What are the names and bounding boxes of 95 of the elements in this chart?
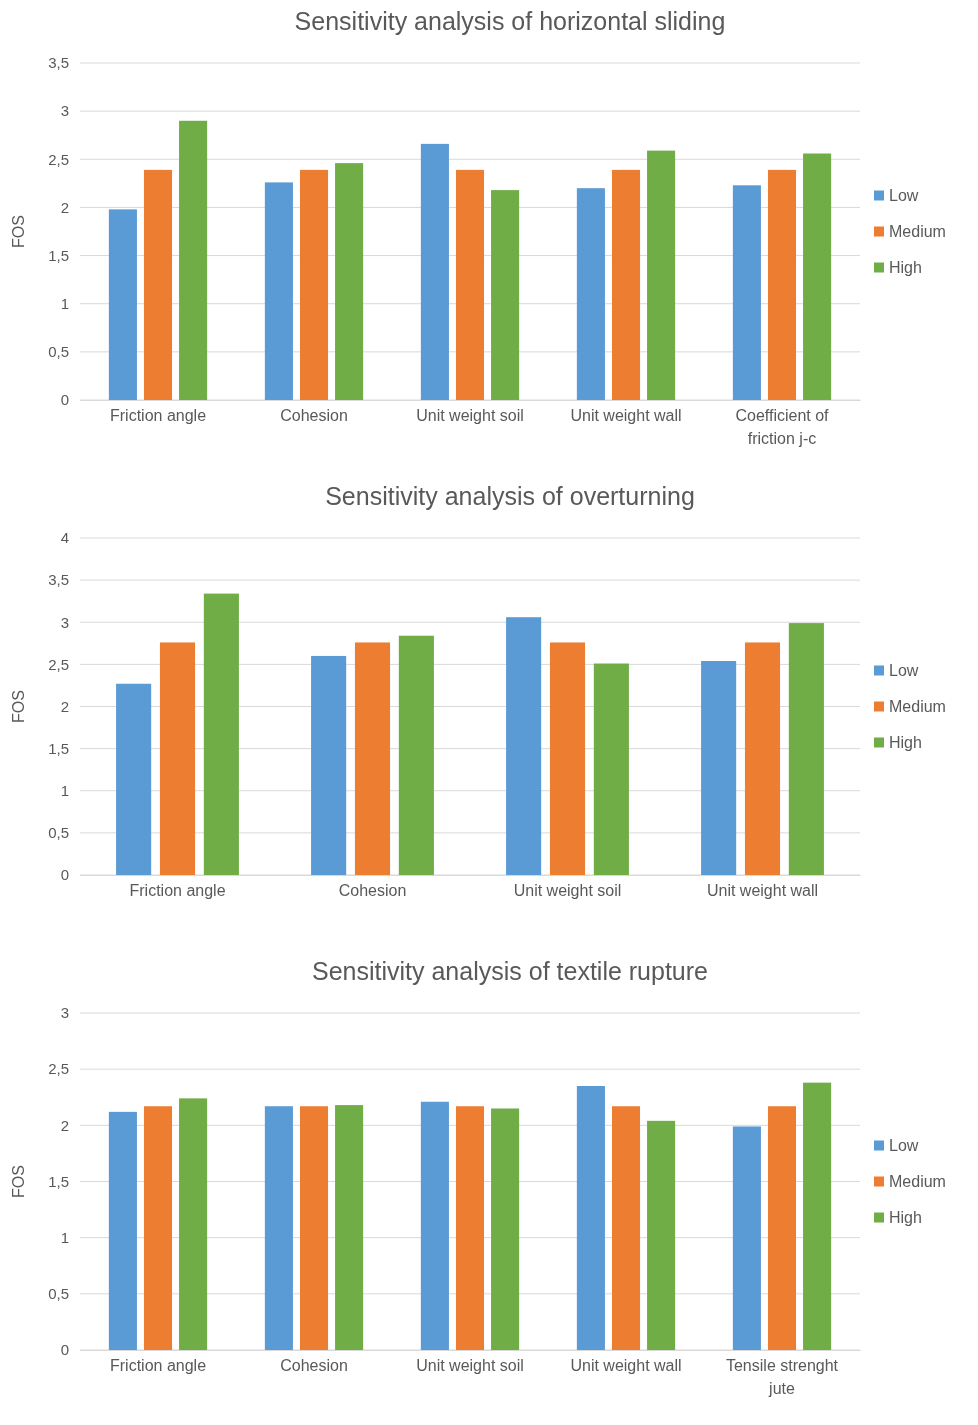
y-tick-label: 4 xyxy=(60,529,69,547)
x-tick-label: Unit weight wall xyxy=(570,1357,682,1375)
bar xyxy=(647,150,676,400)
y-tick-label: 1,5 xyxy=(48,1172,69,1190)
x-tick-label: Friction angle xyxy=(109,1357,207,1375)
y-axis-title: FOS xyxy=(10,690,27,723)
bar xyxy=(264,1106,293,1350)
bar xyxy=(549,642,586,875)
y-tick-label: 2 xyxy=(60,697,69,715)
bar xyxy=(647,1120,676,1350)
bar xyxy=(116,683,152,875)
bar xyxy=(143,169,173,400)
y-tick-label: 0 xyxy=(60,1341,69,1359)
x-tick-label: Friction angle xyxy=(109,407,207,425)
bar xyxy=(744,642,781,875)
bar xyxy=(701,661,737,875)
bar xyxy=(506,617,542,875)
bar xyxy=(455,169,485,400)
bar xyxy=(576,188,605,400)
bar xyxy=(143,1106,173,1350)
y-tick-label: 1 xyxy=(60,782,69,800)
bar xyxy=(593,663,629,875)
bar xyxy=(335,1105,364,1350)
bar xyxy=(203,593,239,875)
bar xyxy=(576,1086,605,1350)
y-tick-label: 0,5 xyxy=(48,1285,69,1303)
bar xyxy=(420,1101,449,1350)
bar xyxy=(611,1106,641,1350)
bar xyxy=(788,623,824,875)
y-tick-label: 3 xyxy=(60,102,69,120)
y-tick-label: 0 xyxy=(60,391,69,409)
bar xyxy=(767,1106,797,1350)
y-axis-title: FOS xyxy=(10,1165,27,1198)
x-tick-label: Cohesion xyxy=(338,882,407,900)
x-tick-label: Coefficient of friction j-c xyxy=(735,407,830,447)
y-axis-title: FOS xyxy=(10,215,27,248)
x-tick-label: Tensile strenght jute xyxy=(725,1357,839,1397)
legend-label: Low xyxy=(889,1137,919,1155)
bar xyxy=(420,143,449,400)
bar xyxy=(491,190,520,400)
bar xyxy=(108,1111,137,1350)
legend-label: Medium xyxy=(889,698,946,716)
y-tick-label: 3,5 xyxy=(48,571,69,589)
bar xyxy=(299,1106,329,1350)
x-tick-label: Unit weight wall xyxy=(706,882,819,900)
bar xyxy=(732,1126,761,1350)
x-tick-label: Cohesion xyxy=(280,407,348,425)
bar xyxy=(311,655,347,875)
chart-title: Sensitivity analysis of textile rupture xyxy=(311,957,709,985)
bar xyxy=(179,120,208,400)
bar xyxy=(354,642,391,875)
chart-title: Sensitivity analysis of horizontal sliding xyxy=(294,7,726,35)
x-tick-label: Unit weight soil xyxy=(416,407,524,425)
bar xyxy=(108,209,137,400)
bar xyxy=(264,182,293,400)
bar xyxy=(732,185,761,400)
y-tick-label: 3 xyxy=(60,1004,69,1022)
x-tick-label: Unit weight soil xyxy=(416,1357,524,1375)
bar xyxy=(159,642,196,875)
y-tick-label: 1 xyxy=(60,295,69,313)
bar xyxy=(803,153,832,400)
bar xyxy=(611,169,641,400)
y-tick-label: 2,5 xyxy=(48,655,69,673)
bar xyxy=(398,635,434,875)
legend-label: Low xyxy=(889,187,919,205)
bar xyxy=(803,1082,832,1350)
legend-label: Medium xyxy=(889,223,946,241)
y-tick-label: 0,5 xyxy=(48,343,69,361)
y-tick-label: 2,5 xyxy=(48,1060,69,1078)
y-tick-label: 3,5 xyxy=(48,54,69,72)
y-tick-label: 2,5 xyxy=(48,150,69,168)
legend-label: High xyxy=(889,734,922,752)
x-tick-label: Unit weight wall xyxy=(570,407,682,425)
x-tick-label: Cohesion xyxy=(280,1357,348,1375)
bar xyxy=(299,169,329,400)
y-tick-label: 0,5 xyxy=(48,824,69,842)
bar xyxy=(335,163,364,400)
legend-label: Low xyxy=(889,662,919,680)
chart-title: Sensitivity analysis of overturning xyxy=(325,482,695,510)
bar xyxy=(179,1098,208,1350)
bar xyxy=(767,169,797,400)
x-tick-label: Unit weight soil xyxy=(513,882,622,900)
bar xyxy=(455,1106,485,1350)
y-tick-label: 3 xyxy=(60,613,69,631)
x-tick-label: Friction angle xyxy=(129,882,226,900)
y-tick-label: 1,5 xyxy=(48,739,69,757)
y-tick-label: 1 xyxy=(60,1228,69,1246)
legend-label: Medium xyxy=(889,1173,946,1191)
y-tick-label: 2 xyxy=(60,198,69,216)
legend-label: High xyxy=(889,259,922,277)
y-tick-label: 0 xyxy=(60,866,69,884)
bar xyxy=(491,1108,520,1350)
y-tick-label: 1,5 xyxy=(48,246,69,264)
y-tick-label: 2 xyxy=(60,1116,69,1134)
legend-label: High xyxy=(889,1209,922,1227)
